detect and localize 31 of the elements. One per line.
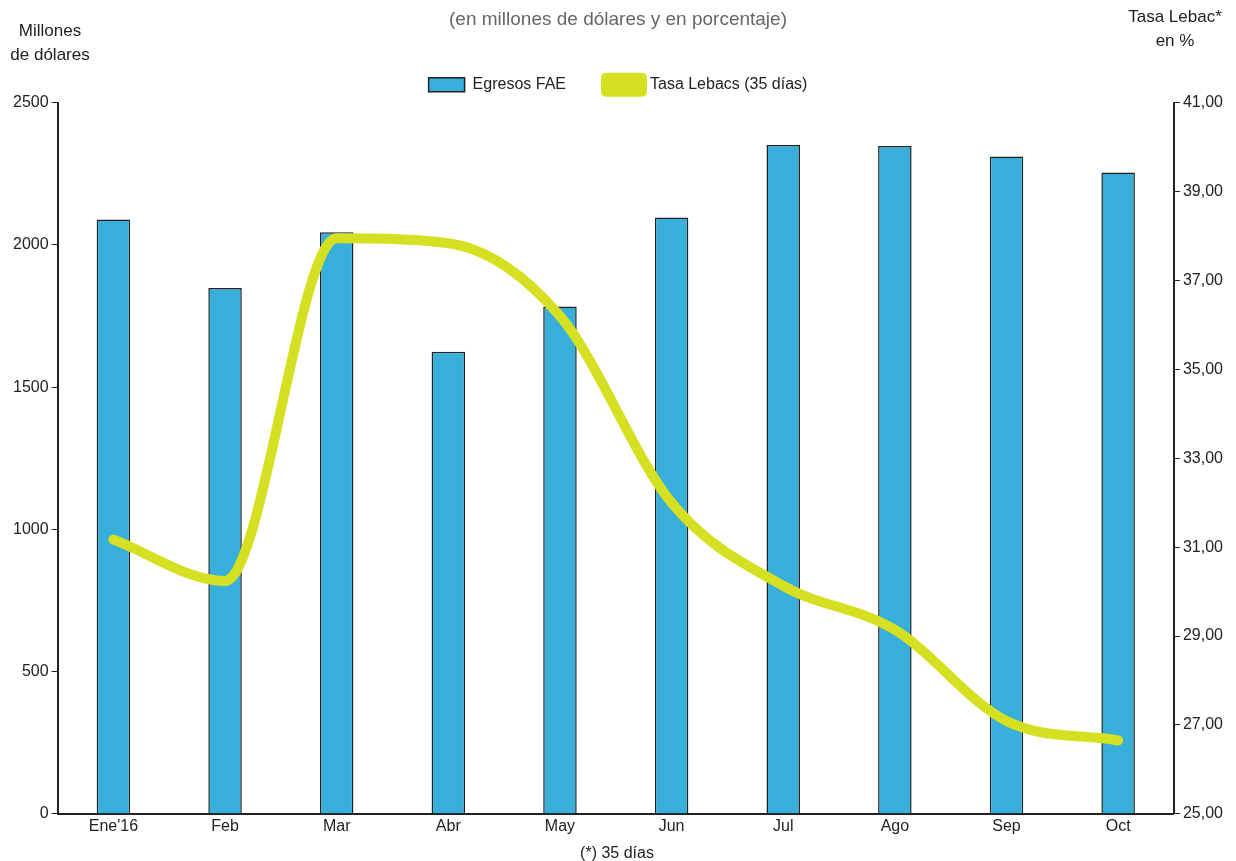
y2-tick-label: 37,00 (1182, 270, 1224, 288)
y2-tick-label: 25,00 (1182, 804, 1224, 822)
x-tick-label: May (544, 816, 576, 834)
y-tick-label: 2000 (13, 235, 49, 253)
x-tick-label: Mar (322, 816, 352, 834)
y2-axis-title: Tasa Lebac* en % (1128, 7, 1223, 50)
x-tick-label: Oct (1105, 816, 1132, 834)
text: (*) 35 días (580, 844, 654, 861)
y2-tick-label: 35,00 (1182, 359, 1224, 377)
x-tick-label: Jul (773, 816, 794, 834)
y2-tick-label: 27,00 (1182, 715, 1224, 733)
y-tick-label: 2500 (13, 93, 49, 111)
y-tick-label: 1500 (13, 377, 49, 395)
x-tick-label: Ene'16 (88, 816, 139, 834)
y-axis-title: Millones de dólares (10, 21, 90, 64)
x-tick-label: Feb (211, 816, 239, 834)
y-tick-label: 500 (21, 662, 49, 680)
y-tick-label: 1000 (13, 519, 49, 537)
x-tick-label: Ago (880, 816, 910, 834)
legend-label: Egresos FAE (472, 75, 566, 93)
x-tick-label: Abr (435, 816, 462, 834)
y2-tick-label: 41,00 (1182, 93, 1224, 111)
y2-tick-label: 29,00 (1182, 626, 1224, 644)
y2-tick-label: 39,00 (1182, 182, 1224, 200)
y2-tick-label: 33,00 (1182, 448, 1224, 466)
x-tick-label: Sep (992, 816, 1021, 834)
y-tick-label: 0 (39, 804, 49, 822)
chart-subtitle: (en millones de dólares y en porcentaje) (449, 7, 787, 29)
y2-tick-label: 31,00 (1182, 537, 1224, 555)
x-tick-label: Jun (658, 816, 685, 834)
legend-label: Tasa Lebacs (35 días) (649, 75, 808, 93)
